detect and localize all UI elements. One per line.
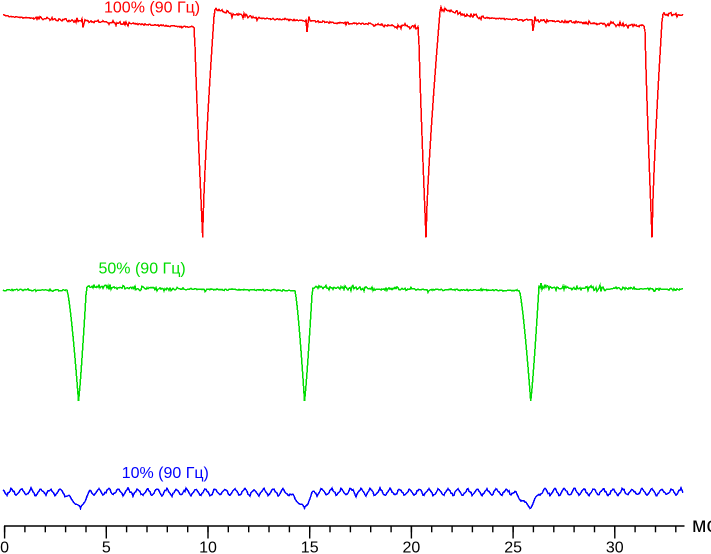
svg-text:20: 20: [403, 540, 421, 554]
svg-text:30: 30: [606, 540, 624, 554]
svg-text:100% (90 Гц): 100% (90 Гц): [104, 0, 200, 17]
svg-text:25: 25: [504, 540, 522, 554]
svg-text:мс: мс: [692, 514, 711, 537]
svg-text:10% (90 Гц): 10% (90 Гц): [122, 465, 209, 482]
svg-text:10: 10: [199, 540, 217, 554]
svg-text:0: 0: [0, 540, 9, 554]
svg-text:15: 15: [301, 540, 319, 554]
svg-text:5: 5: [102, 540, 111, 554]
svg-text:50% (90 Гц): 50% (90 Гц): [99, 260, 186, 277]
